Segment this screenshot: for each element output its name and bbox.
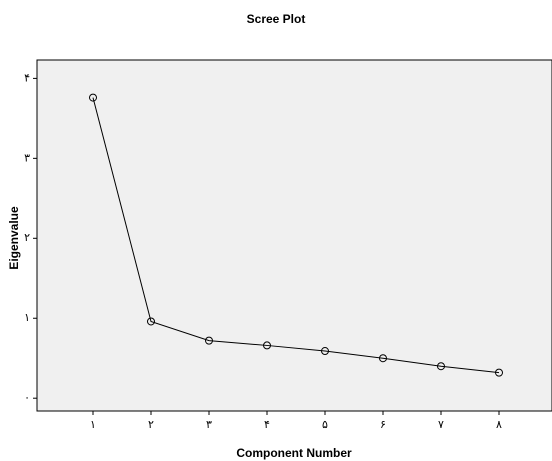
plot-area (37, 60, 552, 411)
y-tick-label: ۲ (24, 232, 30, 244)
x-tick-label: ۶ (380, 419, 386, 431)
chart: Scree Plot Component Number Eigenvalue ۰… (0, 0, 552, 461)
x-tick-label: ۴ (264, 419, 270, 431)
y-tick-label: ۰ (24, 392, 30, 404)
page: Scree Plot Component Number Eigenvalue ۰… (0, 0, 552, 461)
y-axis-label: Eigenvalue (7, 206, 21, 270)
x-tick-label: ۷ (438, 419, 444, 431)
y-tick-label: ۴ (24, 72, 30, 84)
y-tick-label: ۳ (24, 152, 30, 164)
x-tick-label: ۱ (90, 419, 96, 431)
y-tick-label: ۱ (24, 312, 30, 324)
x-tick-label: ۵ (322, 419, 328, 431)
x-tick-label: ۲ (148, 419, 154, 431)
x-tick-label: ۸ (496, 419, 502, 431)
x-axis-label: Component Number (236, 446, 352, 460)
x-tick-label: ۳ (206, 419, 212, 431)
chart-title: Scree Plot (247, 12, 306, 26)
